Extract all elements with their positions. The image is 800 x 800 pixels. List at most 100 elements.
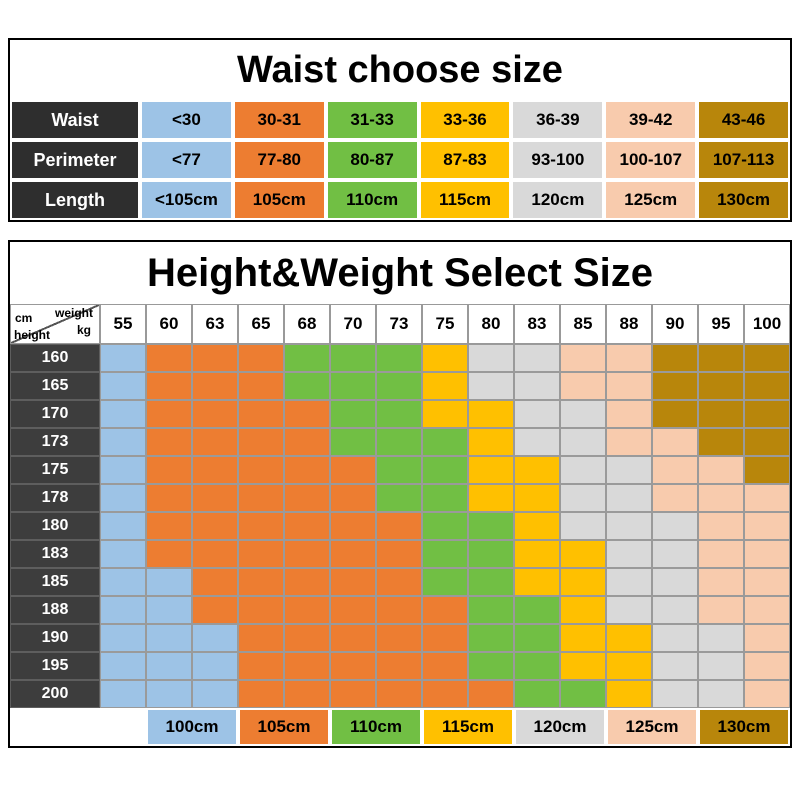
size-cell [146,624,192,652]
size-cell [514,540,560,568]
waist-cell: 125cm [604,180,698,220]
size-cell [744,344,790,372]
weight-header: 83 [514,304,560,344]
size-cell [238,680,284,708]
weight-header: 85 [560,304,606,344]
size-cell [744,680,790,708]
size-cell [146,372,192,400]
size-cell [330,372,376,400]
waist-cell: 110cm [325,180,419,220]
size-cell [468,428,514,456]
size-cell [652,624,698,652]
size-cell [560,652,606,680]
size-cell [560,456,606,484]
weight-header: 70 [330,304,376,344]
size-cell [422,428,468,456]
height-header: 200 [10,680,100,708]
legend-item: 130cm [698,708,790,746]
size-cell [606,512,652,540]
size-cell [330,540,376,568]
height-header: 175 [10,456,100,484]
waist-cell: 115cm [418,180,512,220]
size-cell [468,680,514,708]
size-cell [698,680,744,708]
size-cell [744,624,790,652]
size-cell [652,428,698,456]
size-cell [238,400,284,428]
size-cell [514,372,560,400]
size-cell [606,568,652,596]
height-weight-title: Height&Weight Select Size [146,251,653,295]
size-cell [376,428,422,456]
size-cell [192,652,238,680]
size-cell [192,372,238,400]
size-cell [698,428,744,456]
size-cell [468,484,514,512]
size-cell [606,344,652,372]
weight-header: 80 [468,304,514,344]
waist-cell: 30-31 [232,100,326,140]
size-cell [652,400,698,428]
size-cell [744,456,790,484]
size-cell [330,428,376,456]
size-cell [192,484,238,512]
size-cell [468,624,514,652]
size-cell [330,344,376,372]
size-cell [100,428,146,456]
waist-cell: 87-83 [418,140,512,180]
size-cell [146,568,192,596]
waist-size-section: Waist choose size Waist <30 30-31 31-33 33-3… [8,38,792,222]
size-cell [146,652,192,680]
legend-item: 110cm [330,708,422,746]
weight-header: 65 [238,304,284,344]
size-cell [100,512,146,540]
waist-cell: 120cm [511,180,605,220]
size-cell [514,400,560,428]
waist-cell: 130cm [697,180,790,220]
size-cell [560,372,606,400]
waist-row-header: Perimeter [10,140,140,180]
size-cell [652,652,698,680]
size-cell [146,400,192,428]
size-cell [238,568,284,596]
size-cell [652,680,698,708]
legend-item: 125cm [606,708,698,746]
size-cell [238,484,284,512]
size-cell [330,484,376,512]
size-cell [192,456,238,484]
size-cell [100,344,146,372]
size-cell [606,624,652,652]
size-cell [468,540,514,568]
size-cell [100,456,146,484]
size-cell [146,512,192,540]
size-cell [100,596,146,624]
size-cell [192,512,238,540]
size-cell [100,652,146,680]
size-cell [744,652,790,680]
size-cell [744,372,790,400]
size-cell [514,484,560,512]
size-cell [560,428,606,456]
size-cell [606,400,652,428]
size-cell [330,456,376,484]
size-cell [376,568,422,596]
size-cell [192,680,238,708]
size-cell [238,624,284,652]
size-cell [376,512,422,540]
legend-item: 100cm [146,708,238,746]
size-cell [376,652,422,680]
size-cell [744,400,790,428]
size-cell [422,624,468,652]
size-cell [330,680,376,708]
size-cell [376,344,422,372]
waist-cell: 93-100 [511,140,605,180]
size-cell [698,372,744,400]
size-cell [192,540,238,568]
size-cell [330,596,376,624]
size-cell [560,680,606,708]
size-cell [100,372,146,400]
size-cell [560,624,606,652]
waist-cell: 100-107 [604,140,698,180]
size-cell [514,428,560,456]
size-cell [606,456,652,484]
